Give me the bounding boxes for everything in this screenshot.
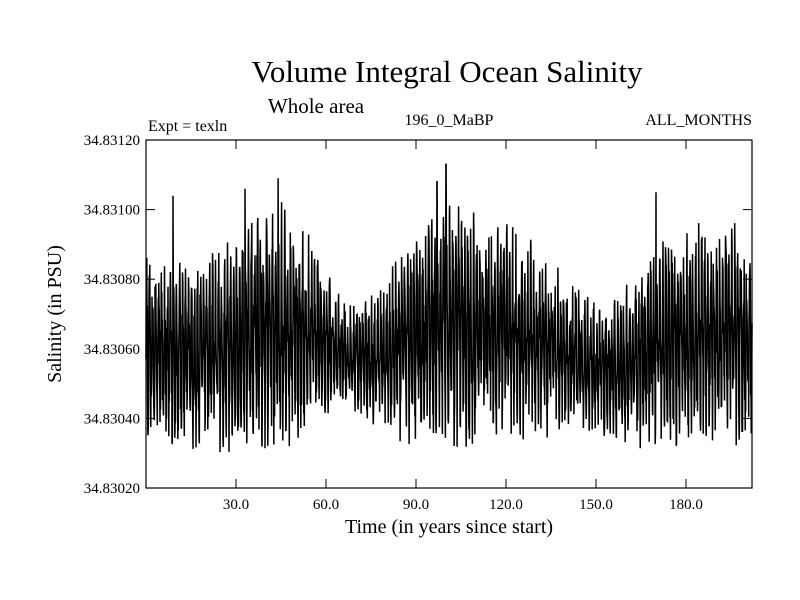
x-tick-label: 90.0 [403,497,429,513]
y-tick-label: 34.83040 [84,411,140,427]
x-axis-label: Time (in years since start) [345,516,553,538]
plot-frame [145,139,753,489]
chart-title: Volume Integral Ocean Salinity [251,54,643,89]
y-tick-label: 34.83060 [84,342,140,358]
y-tick-label: 34.83080 [84,272,140,288]
x-tick-label: 150.0 [579,497,613,513]
experiment-label: Expt = texln [148,118,227,135]
chart-subtitle: Whole area [268,94,365,118]
x-tick-label: 120.0 [489,497,523,513]
x-tick-label: 180.0 [669,497,703,513]
x-tick-label: 60.0 [313,497,339,513]
salinity-series-line [145,163,753,453]
y-axis-label: Salinity (in PSU) [44,245,66,383]
period-label: ALL_MONTHS [645,112,752,129]
y-tick-label: 34.83020 [84,481,140,497]
y-tick-label: 34.83120 [84,133,140,149]
x-tick-label: 30.0 [223,497,249,513]
run-label: 196_0_MaBP [405,112,494,129]
series-group [145,163,753,453]
y-tick-label: 34.83100 [84,203,140,219]
